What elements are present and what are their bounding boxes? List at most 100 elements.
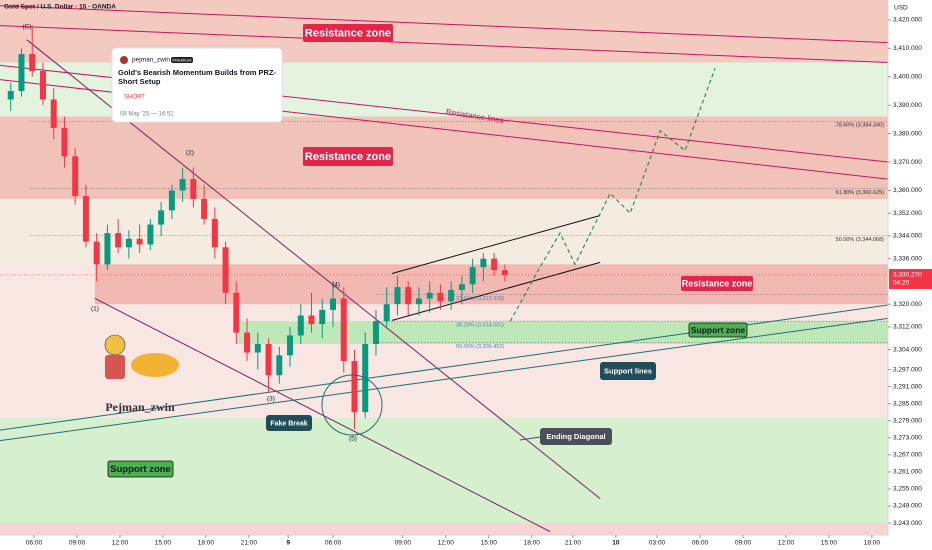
candle-body xyxy=(480,258,487,268)
y-tick-label: 3,267.000 xyxy=(893,452,922,459)
candle-body xyxy=(394,287,401,305)
label-box xyxy=(107,460,174,478)
x-tick-label: 15:00 xyxy=(821,540,838,547)
highlight-circle xyxy=(321,374,383,436)
trend-line xyxy=(0,5,889,44)
candle-body xyxy=(168,190,175,211)
candle-body xyxy=(179,179,186,191)
candle-body xyxy=(50,99,57,128)
y-tick-label: 3,243.000 xyxy=(893,520,922,527)
y-tick-label: 3,400.000 xyxy=(893,73,922,80)
zone xyxy=(0,523,888,535)
trend-line xyxy=(391,214,601,274)
annotation: Fake Break xyxy=(270,420,307,427)
x-tick-label: 10 xyxy=(612,540,620,547)
x-tick-label: 09:00 xyxy=(735,540,752,547)
candle-body xyxy=(491,258,498,271)
candle-body xyxy=(415,298,422,305)
annotation: Resistance zone xyxy=(682,278,753,288)
y-tick-label: 3,352.000 xyxy=(893,210,922,217)
x-tick-label: 06:00 xyxy=(325,540,342,547)
y-tick-label: 3,420.000 xyxy=(893,17,922,24)
wave-label: (2) xyxy=(186,150,194,157)
wave-label: (5) xyxy=(349,436,357,443)
candle-body xyxy=(448,289,455,302)
label-box xyxy=(303,147,393,166)
candle-body xyxy=(287,335,294,356)
logo-body xyxy=(105,355,125,379)
label-box xyxy=(600,362,656,380)
x-tick-label: 12:00 xyxy=(778,540,795,547)
zone xyxy=(0,198,888,265)
candle-body xyxy=(147,224,154,245)
candle-body xyxy=(308,315,315,325)
candle-body xyxy=(158,210,165,225)
wave-label: (4) xyxy=(332,282,340,289)
fib-label: 61.80% (3,360.625) xyxy=(836,190,884,196)
avatar xyxy=(120,56,128,64)
card-title: Gold's Bearish Momentum Builds from PRZ-… xyxy=(118,68,277,86)
candle-body xyxy=(458,284,465,290)
pointer xyxy=(519,436,541,441)
candle-body xyxy=(383,304,390,322)
x-tick-label: 18:00 xyxy=(198,540,215,547)
candle-body xyxy=(244,332,251,353)
candle-body xyxy=(437,292,444,302)
candle-body xyxy=(297,315,304,336)
logo-gold xyxy=(131,353,179,377)
candle-body xyxy=(222,247,229,293)
fib-label: 78.60% (3,384.340) xyxy=(836,123,884,129)
label-box xyxy=(688,322,748,338)
card-date: 08 May '25 — 16:52 xyxy=(120,112,174,118)
y-tick-label: 3,304.000 xyxy=(893,346,922,353)
annotation: Support zone xyxy=(110,464,171,475)
candle-body xyxy=(61,127,68,157)
x-tick-label: 9 xyxy=(286,540,290,547)
x-tick-label: 21:00 xyxy=(565,540,582,547)
annotation: Ending Diagonal xyxy=(546,432,605,441)
y-tick-label: 3,370.000 xyxy=(893,159,922,166)
card[interactable] xyxy=(111,47,283,123)
y-tick-label: 3,410.000 xyxy=(893,45,922,52)
logo-head xyxy=(104,334,126,356)
y-tick-label: 3,297.000 xyxy=(893,366,922,373)
annotation: Resistance zone xyxy=(305,151,391,163)
chart-title: Gold Spot / U.S. Dollar · 15 · OANDA xyxy=(4,4,116,11)
candle-body xyxy=(426,292,433,299)
candle-body xyxy=(7,90,14,100)
candle-body xyxy=(136,238,143,245)
card-direction: SHORT xyxy=(124,95,145,101)
candle-body xyxy=(351,361,358,413)
y-tick-label: 3,320.000 xyxy=(893,301,922,308)
label-box xyxy=(540,428,612,445)
y-tick-label: 3,279.000 xyxy=(893,417,922,424)
trend-line xyxy=(0,317,889,442)
x-tick-label: 06:00 xyxy=(692,540,709,547)
zone xyxy=(236,321,889,344)
countdown-label: 04:20 xyxy=(893,280,910,287)
candle-body xyxy=(39,71,46,100)
candle-body xyxy=(125,238,132,248)
annotation: Support lines xyxy=(604,366,652,375)
y-tick-label: 3,285.000 xyxy=(893,400,922,407)
label-box xyxy=(681,276,753,291)
candle-body xyxy=(93,241,100,265)
idea-card[interactable]: pejman_zwin PREMIUM Gold's Bearish Momen… xyxy=(111,47,283,123)
x-tick-label: 03:00 xyxy=(649,540,666,547)
candle-body xyxy=(330,298,336,310)
candle-body xyxy=(340,298,347,362)
label-box xyxy=(266,415,312,431)
x-tick-label: 21:00 xyxy=(241,540,258,547)
fib-label: 50.00% (3,344.068) xyxy=(836,237,884,243)
wave-label: (C) xyxy=(22,24,31,31)
card-title-box: Gold's Bearish Momentum Builds from PRZ-… xyxy=(118,68,277,86)
label-box xyxy=(303,24,393,42)
y-tick-label: 3,255.000 xyxy=(893,486,922,493)
time-axis xyxy=(0,535,888,550)
candle-body xyxy=(469,267,476,285)
annotation: Support zone xyxy=(691,325,746,335)
x-tick-label: 18:00 xyxy=(524,540,541,547)
candle-body xyxy=(29,54,36,72)
